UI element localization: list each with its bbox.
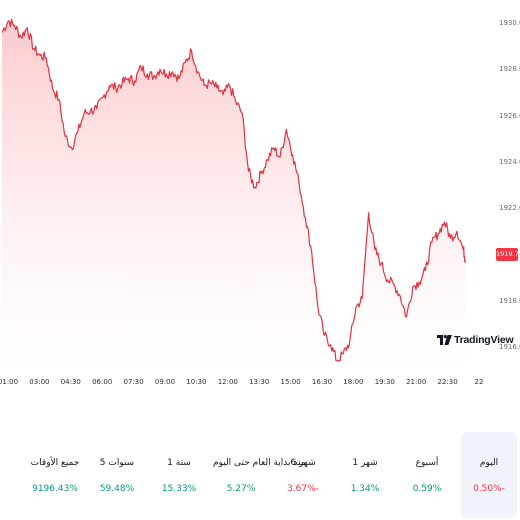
period-tab[interactable]: اليوم 0.50%- bbox=[461, 432, 517, 518]
period-change-value: 5.27% bbox=[226, 484, 256, 494]
period-label: 1 شهر bbox=[352, 458, 378, 468]
period-label: 6 شهر bbox=[290, 458, 316, 468]
y-tick-label: 1924.00 bbox=[499, 157, 520, 166]
period-change-value: 3.67%- bbox=[287, 484, 319, 494]
period-label: أسبوع bbox=[415, 458, 439, 468]
period-tab[interactable]: 1 شهر 1.34% bbox=[337, 432, 393, 518]
period-label: منذ بداية العام حتى اليوم bbox=[213, 458, 306, 468]
y-tick-label: 1918.00 bbox=[499, 296, 520, 305]
x-tick-label: 22 bbox=[474, 378, 484, 386]
period-change-value: 15.33% bbox=[161, 484, 197, 494]
x-tick-label: 07:30 bbox=[123, 378, 144, 386]
last-price-badge: 1919.75 bbox=[496, 248, 520, 261]
x-tick-label: 21:00 bbox=[406, 378, 427, 386]
period-change-value: 59.48% bbox=[99, 484, 135, 494]
x-tick-label: 13:30 bbox=[249, 378, 270, 386]
x-tick-label: 06:00 bbox=[92, 378, 113, 386]
period-tab[interactable]: 5 سنوات 59.48% bbox=[89, 432, 145, 518]
period-change-value: 9196.43% bbox=[32, 484, 78, 494]
y-tick-label: 1916.00 bbox=[499, 342, 520, 351]
price-chart[interactable] bbox=[0, 0, 520, 430]
period-tab[interactable]: جميع الأوقات 9196.43% bbox=[27, 432, 83, 518]
x-tick-label: 22:30 bbox=[437, 378, 458, 386]
period-tab[interactable]: أسبوع 0.59% bbox=[399, 432, 455, 518]
x-tick-label: 18:00 bbox=[343, 378, 364, 386]
period-label: 5 سنوات bbox=[99, 458, 135, 468]
period-tab[interactable]: منذ بداية العام حتى اليوم 5.27% bbox=[213, 432, 306, 518]
price-line bbox=[1, 18, 467, 362]
y-tick-label: 1922.00 bbox=[499, 204, 520, 213]
period-label: 1 سنة bbox=[167, 458, 191, 468]
logo-text: TradingView bbox=[454, 334, 514, 346]
period-tab[interactable]: 6 شهر 3.67%- bbox=[275, 432, 331, 518]
x-tick-label: 01:00 bbox=[0, 378, 19, 386]
x-tick-label: 03:00 bbox=[29, 378, 50, 386]
x-tick-label: 16:30 bbox=[311, 378, 333, 386]
y-tick-label: 1926.00 bbox=[499, 111, 520, 120]
period-label: جميع الأوقات bbox=[30, 458, 80, 468]
x-tick-label: 15:00 bbox=[280, 378, 301, 386]
period-change-value: 0.59% bbox=[412, 484, 442, 494]
period-tab[interactable]: 1 سنة 15.33% bbox=[151, 432, 207, 518]
period-change-value: 0.50%- bbox=[473, 484, 505, 494]
x-tick-label: 10:30 bbox=[186, 378, 207, 386]
x-tick-label: 12:00 bbox=[217, 378, 238, 386]
tradingview-logo-icon bbox=[437, 335, 452, 345]
tradingview-logo[interactable]: TradingView bbox=[437, 334, 514, 346]
performance-periods: اليوم 0.50%- أسبوع 0.59% 1 شهر 1.34% 6 شهر 3.67… bbox=[0, 432, 520, 520]
period-label: اليوم bbox=[479, 458, 499, 468]
x-tick-label: 04:30 bbox=[60, 378, 81, 386]
y-tick-label: 1930.00 bbox=[499, 19, 520, 28]
x-tick-label: 19:30 bbox=[374, 378, 395, 386]
y-tick-label: 1928.00 bbox=[499, 65, 520, 74]
x-tick-label: 09:00 bbox=[154, 378, 176, 386]
period-change-value: 1.34% bbox=[350, 484, 380, 494]
price-area-fill bbox=[2, 19, 466, 370]
